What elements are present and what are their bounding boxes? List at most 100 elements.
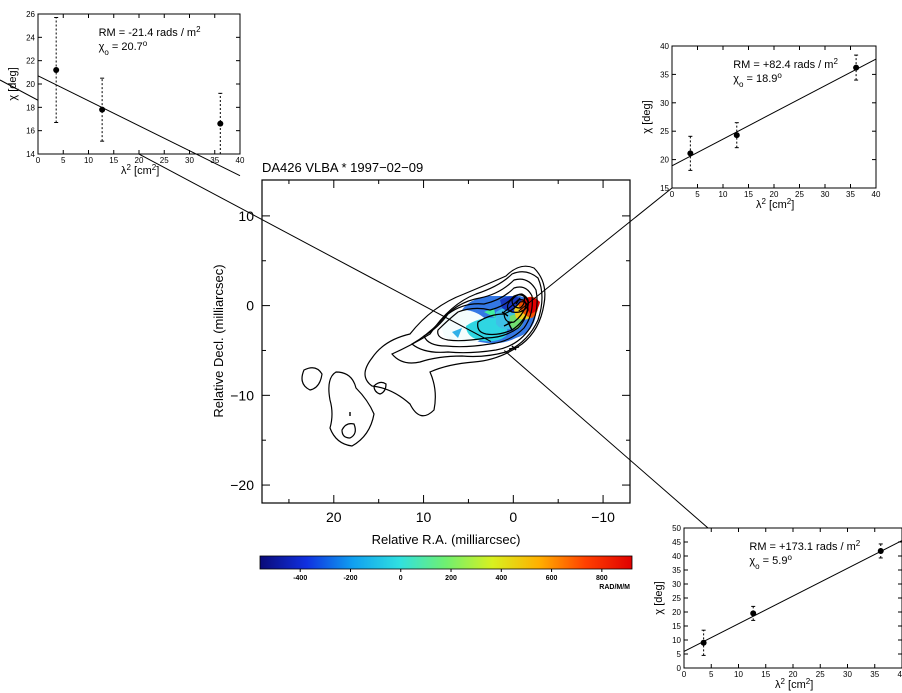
- panel-y-tick-label: 30: [660, 99, 669, 108]
- colorbar-gradient: [259, 555, 633, 570]
- panel-x-tick-label: 30: [821, 190, 830, 199]
- panel-x-tick-label: 0: [682, 670, 687, 679]
- panel-x-tick-label: 20: [770, 190, 779, 199]
- panel-x-tick-label: 25: [816, 670, 825, 679]
- panel-x-tick-label: 5: [61, 156, 66, 165]
- rm-fit-panel-top-left: 0 5 10 15 20 25 30 35 40 14 16 18 20 22 24 26 RM = -21.4…: [7, 10, 245, 177]
- panel-y-tick-label: 22: [26, 57, 35, 66]
- panel-x-tick-label: 15: [109, 156, 118, 165]
- panel-y-tick-label: 15: [660, 184, 669, 193]
- panel-x-tick-label: 0: [36, 156, 41, 165]
- fit-line: [683, 540, 902, 652]
- main-x-tick-label: −10: [591, 509, 615, 525]
- main-x-tick-label: 0: [509, 509, 517, 525]
- data-point: [733, 132, 740, 139]
- data-point: [853, 64, 860, 71]
- main-plot-frame: [261, 179, 631, 504]
- rm-fit-panel-bottom-right: 0 5 10 15 20 25 30 35 40 0 5 10 15 20 25 30 35 40 45 50 RM =…: [653, 524, 902, 691]
- main-y-tick-label: 10: [238, 208, 254, 224]
- rm-annotation: RM = +82.4 rads / m2: [733, 57, 838, 72]
- colorbar-tick-label: 600: [546, 575, 558, 582]
- panel-y-tick-label: 20: [660, 156, 669, 165]
- connector-line-top-right: [518, 187, 673, 312]
- rm-annotation: RM = -21.4 rads / m2: [99, 25, 202, 40]
- panel-y-tick-label: 45: [672, 538, 681, 547]
- rm-fit-panel-top-right: 0 5 10 15 20 25 30 35 40 15 20 25 30 35 40 RM = +82.4 r…: [641, 42, 881, 211]
- chi0-annotation: χo = 20.7o: [99, 39, 148, 57]
- panel-y-tick-label: 40: [672, 552, 681, 561]
- rm-annotation: RM = +173.1 rads / m2: [749, 539, 860, 554]
- panel-x-tick-label: 40: [236, 156, 245, 165]
- colorbar-tick-label: -400: [293, 575, 307, 582]
- panel-frame: [671, 45, 877, 189]
- panel-x-tick-label: 15: [761, 670, 770, 679]
- panel-x-label: λ2 [cm2]: [775, 677, 813, 692]
- panel-y-tick-label: 50: [672, 524, 681, 533]
- main-x-tick-label: 20: [326, 509, 342, 525]
- panel-x-tick-label: 10: [84, 156, 93, 165]
- data-point: [53, 67, 60, 73]
- panel-x-tick-label: 0: [670, 190, 675, 199]
- colorbar-unit: RAD/M/M: [599, 584, 630, 591]
- panel-x-tick-label: 30: [185, 156, 194, 165]
- rm-colorbar: -400 -200 0 200 400 600 800 RAD/M/M: [259, 555, 633, 591]
- panel-x-tick-label: 25: [795, 190, 804, 199]
- panel-y-tick-label: 15: [672, 622, 681, 631]
- colorbar-tick-label: 0: [399, 575, 403, 582]
- panel-x-tick-label: 10: [734, 670, 743, 679]
- panel-y-tick-label: 25: [660, 127, 669, 136]
- main-y-tick-label: 0: [246, 298, 254, 314]
- main-map-panel: DA426 VLBA * 1997−02−09: [211, 160, 631, 547]
- panel-y-label: χ [deg]: [653, 581, 665, 614]
- fit-line: [671, 58, 877, 167]
- data-point: [687, 150, 694, 157]
- panel-y-tick-label: 0: [677, 664, 682, 673]
- data-point: [750, 610, 757, 617]
- panel-x-tick-label: 35: [210, 156, 219, 165]
- colorbar-tick-label: 400: [495, 575, 507, 582]
- intensity-contours: [301, 265, 546, 447]
- colorbar-tick-label: 800: [596, 575, 608, 582]
- panel-x-tick-label: 5: [695, 190, 700, 199]
- panel-y-tick-label: 18: [26, 103, 35, 112]
- panel-y-tick-label: 25: [672, 594, 681, 603]
- panel-frame: [683, 527, 902, 669]
- panel-y-tick-label: 35: [672, 566, 681, 575]
- colorbar-tick-label: 200: [445, 575, 457, 582]
- panel-y-tick-label: 5: [677, 650, 682, 659]
- panel-x-tick-label: 15: [744, 190, 753, 199]
- data-point: [877, 547, 884, 554]
- panel-x-tick-label: 35: [846, 190, 855, 199]
- connector-line-bottom-right: [504, 350, 709, 529]
- panel-y-tick-label: 35: [660, 70, 669, 79]
- panel-y-tick-label: 16: [26, 127, 35, 136]
- main-axis-ticks: 20 10 0 −10 10 0 −10 −20: [230, 180, 630, 525]
- colorbar-tick-label: -200: [343, 575, 357, 582]
- main-x-tick-label: 10: [416, 509, 432, 525]
- main-y-tick-label: −10: [230, 387, 254, 403]
- polarization-marks: [349, 297, 521, 416]
- panel-y-tick-label: 24: [26, 33, 35, 42]
- panel-x-label: λ2 [cm2]: [121, 163, 159, 178]
- panel-y-tick-label: 20: [672, 608, 681, 617]
- panel-x-tick-label: 30: [843, 670, 852, 679]
- chi0-annotation: χo = 5.9o: [749, 553, 792, 571]
- panel-y-tick-label: 20: [26, 80, 35, 89]
- main-y-tick-label: −20: [230, 477, 254, 493]
- main-title: DA426 VLBA * 1997−02−09: [262, 160, 423, 175]
- rm-color-patch: [440, 296, 540, 344]
- panel-y-tick-label: 26: [26, 10, 35, 19]
- fit-line: [37, 75, 241, 177]
- panel-x-tick-label: 25: [160, 156, 169, 165]
- panel-y-tick-label: 40: [660, 42, 669, 51]
- panel-y-tick-label: 14: [26, 150, 35, 159]
- colorbar-ticks: -400 -200 0 200 400 600 800: [293, 569, 608, 582]
- panel-x-tick-label: 10: [719, 190, 728, 199]
- data-point: [99, 106, 106, 113]
- panel-x-tick-label: 40: [898, 670, 902, 679]
- panel-x-tick-label: 35: [870, 670, 879, 679]
- panel-x-tick-label: 20: [789, 670, 798, 679]
- panel-x-tick-label: 20: [135, 156, 144, 165]
- main-y-label: Relative Decl. (milliarcsec): [211, 264, 226, 417]
